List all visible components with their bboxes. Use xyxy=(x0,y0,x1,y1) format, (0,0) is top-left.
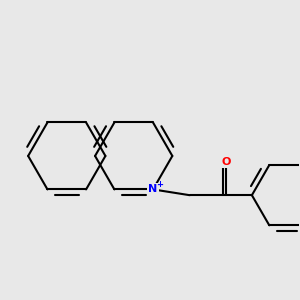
Text: N: N xyxy=(148,184,158,194)
Text: +: + xyxy=(156,180,163,189)
Text: O: O xyxy=(222,158,231,167)
